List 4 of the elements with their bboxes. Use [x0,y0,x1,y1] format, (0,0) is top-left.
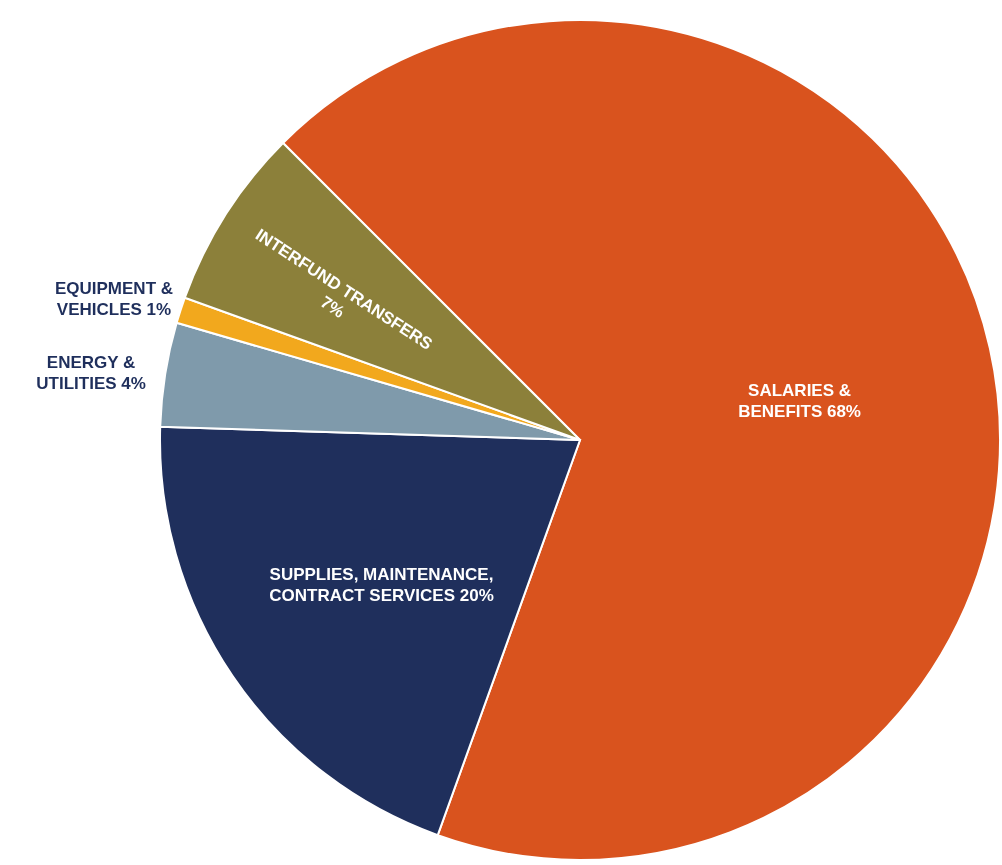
slice-label: ENERGY & UTILITIES 4% [36,352,146,393]
slice-label: SUPPLIES, MAINTENANCE, CONTRACT SERVICES 20% [269,564,494,605]
slice-label: EQUIPMENT & VEHICLES 1% [54,278,174,319]
slice-label: SALARIES & BENEFITS 68% [738,380,861,421]
